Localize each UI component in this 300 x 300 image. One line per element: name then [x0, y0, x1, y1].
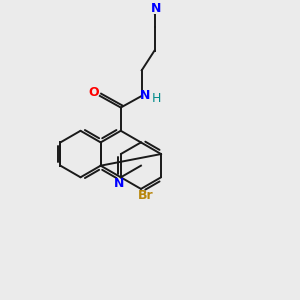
Text: O: O [88, 86, 99, 99]
Text: N: N [151, 2, 161, 15]
Text: N: N [140, 89, 150, 102]
Text: H: H [152, 92, 161, 105]
Text: Br: Br [138, 189, 154, 202]
Text: N: N [114, 177, 124, 190]
